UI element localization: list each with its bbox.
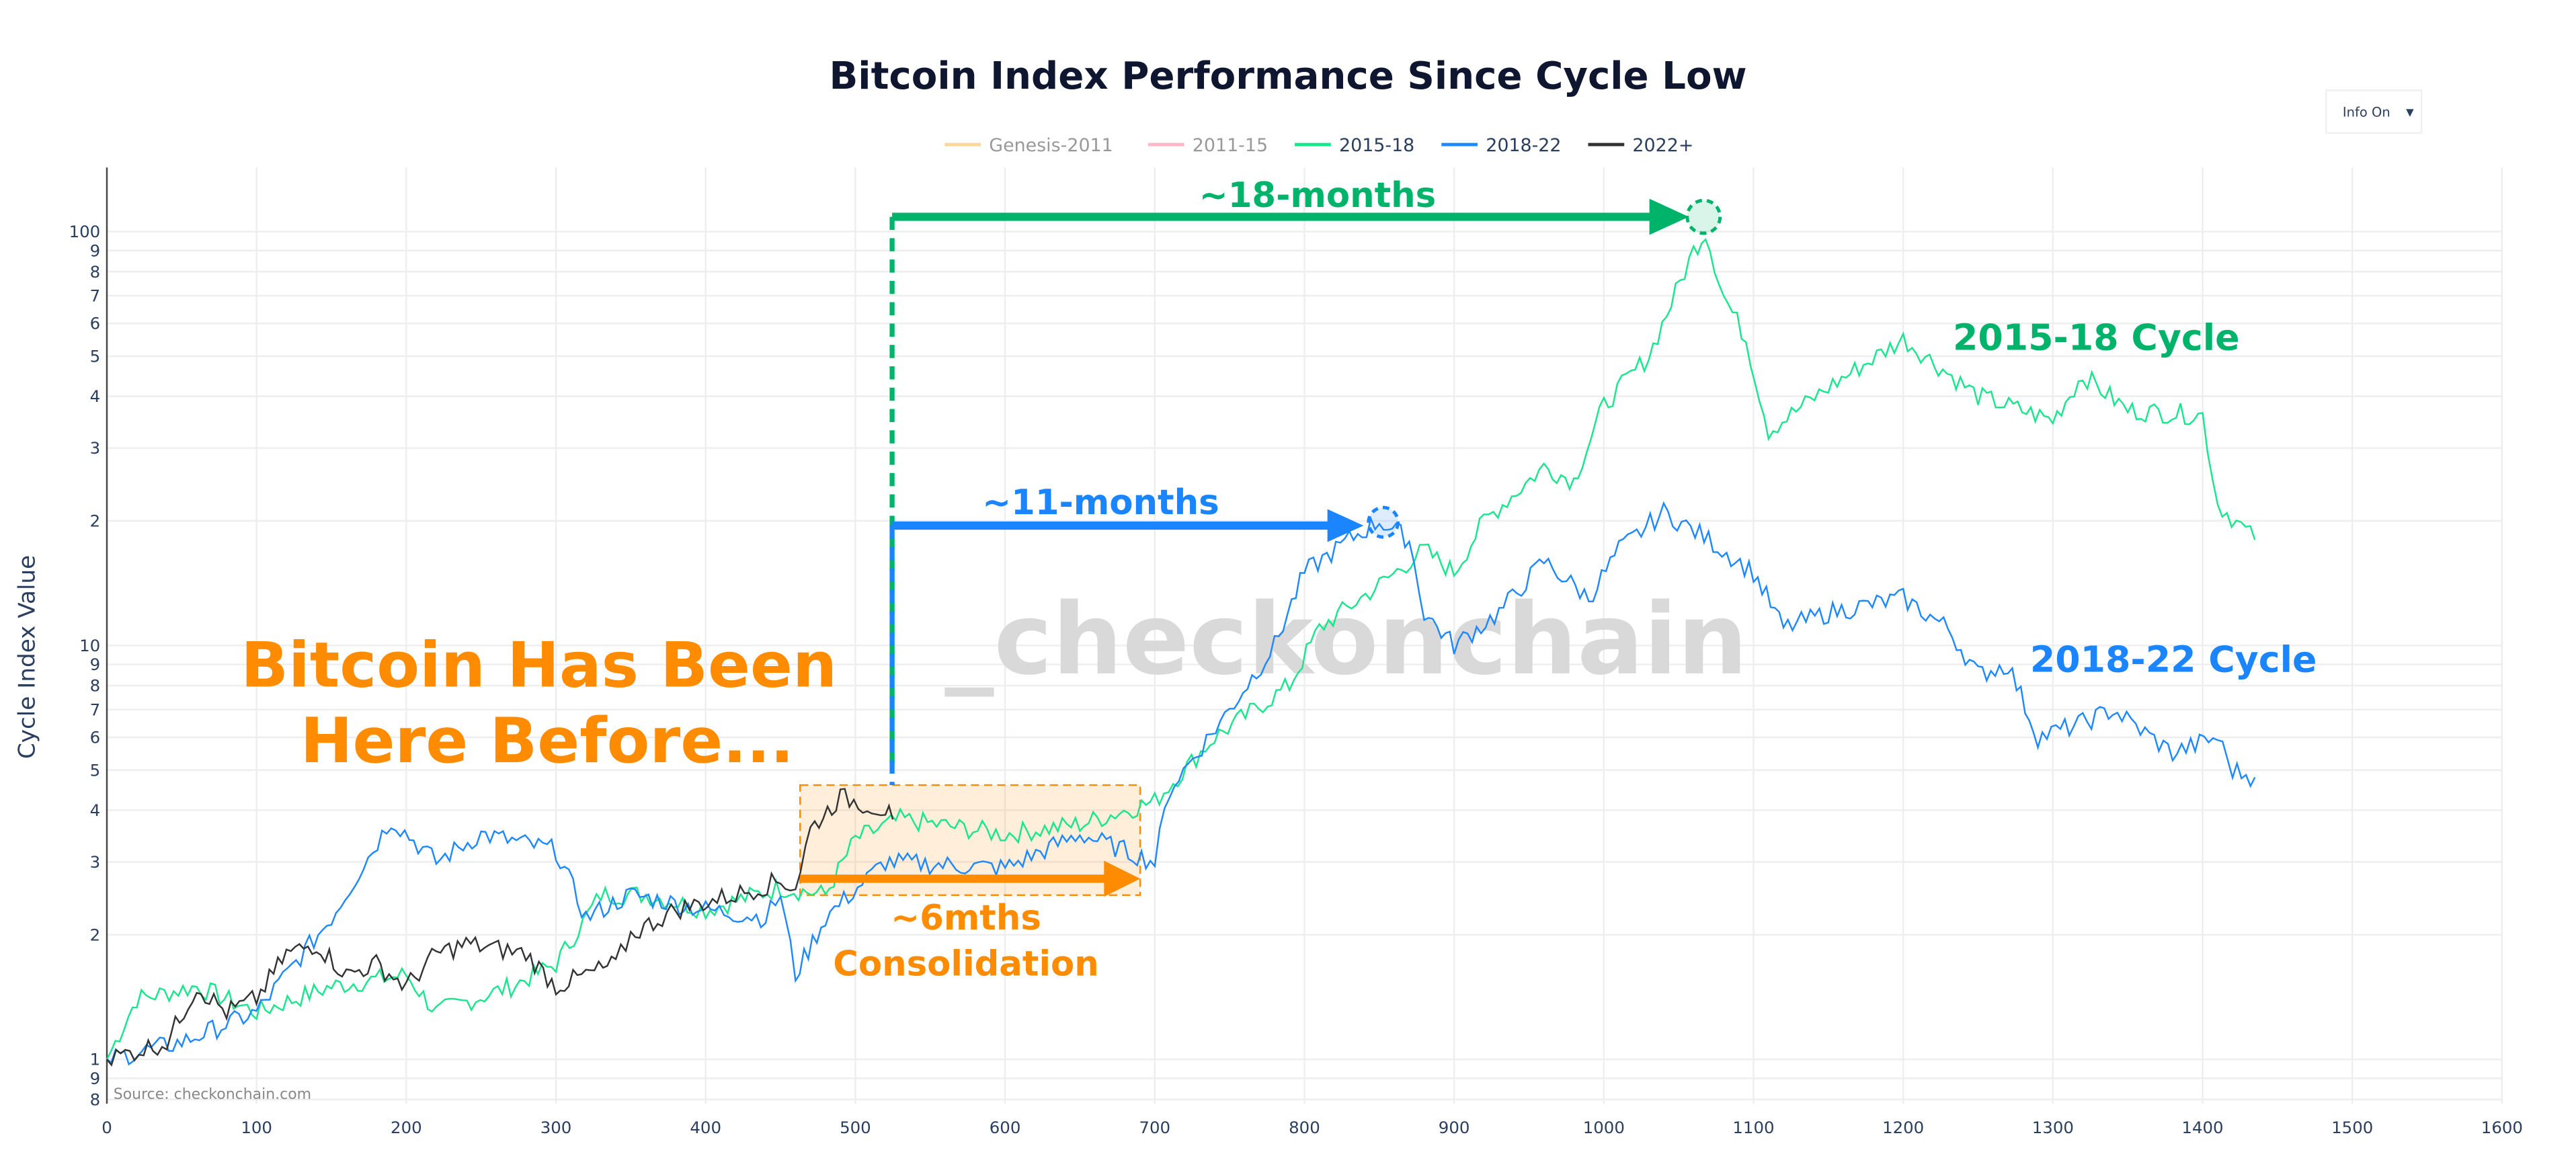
x-tick-label: 1400 (2181, 1118, 2223, 1137)
x-tick-label: 900 (1439, 1118, 1470, 1137)
x-tick-label: 1000 (1583, 1118, 1625, 1137)
legend-item-c2018[interactable]: 2018-22 (1441, 135, 1562, 156)
x-tick-label: 1100 (1732, 1118, 1774, 1137)
legend-item-c2015[interactable]: 2015-18 (1295, 135, 1414, 156)
series-line-c2018 (106, 501, 2256, 1066)
legend-label: 2018-22 (1486, 135, 1561, 156)
headline-line-2: Here Before... (300, 704, 794, 777)
y-tick-label: 3 (90, 852, 101, 872)
info-dropdown-label: Info On (2343, 105, 2390, 120)
label-2015-cycle: 2015-18 Cycle (1953, 317, 2240, 359)
y-tick-label: 2 (90, 511, 101, 531)
x-tick-label: 700 (1139, 1118, 1170, 1137)
peak-marker (1367, 505, 1400, 539)
series-lines (106, 238, 2256, 1067)
green-arrow-label: ~18-months (1199, 175, 1436, 216)
blue-arrow-label: ~11-months (982, 483, 1219, 523)
series-line-c2015 (106, 238, 2256, 1060)
x-tick-label: 600 (990, 1118, 1021, 1137)
y-tick-label: 10 (79, 636, 100, 655)
x-tick-label: 1300 (2032, 1118, 2074, 1137)
x-tick-label: 0 (102, 1118, 112, 1137)
x-tick-label: 1600 (2481, 1118, 2523, 1137)
series-line-c2022 (106, 788, 894, 1067)
legend: Genesis-2011 2011-15 2015-18 2018-22 2022+ (944, 135, 1693, 156)
y-tick-label: 8 (90, 1089, 101, 1109)
legend-item-c2022[interactable]: 2022+ (1588, 135, 1693, 156)
grid (106, 167, 2503, 1104)
x-tick-label: 500 (840, 1118, 871, 1137)
x-tick-label: 200 (391, 1118, 422, 1137)
y-tick-label: 7 (90, 700, 101, 719)
legend-label: Genesis-2011 (989, 135, 1113, 156)
legend-label: 2011-15 (1193, 135, 1268, 156)
y-tick-label: 6 (90, 314, 101, 333)
green-annotation: ~18-months (889, 175, 1722, 772)
y-tick-label: 5 (90, 346, 101, 366)
source-text: Source: checkonchain.com (114, 1086, 311, 1103)
chart-title: Bitcoin Index Performance Since Cycle Lo… (829, 54, 1746, 98)
y-axis-label: Cycle Index Value (13, 555, 40, 759)
arrow-head-icon (1327, 509, 1364, 542)
info-dropdown[interactable]: Info On ▼ (2325, 89, 2423, 134)
headline-line-1: Bitcoin Has Been (241, 628, 837, 701)
x-axis-ticks: 0 100 200 300 400 500 600 700 800 900 1000 1100 1200… (102, 1118, 2523, 1137)
orange-annotation: ~6mths Consolidation (800, 860, 1141, 985)
x-tick-label: 1500 (2331, 1118, 2373, 1137)
y-tick-label: 9 (90, 241, 101, 260)
chevron-down-icon: ▼ (2403, 106, 2416, 120)
x-tick-label: 100 (241, 1118, 272, 1137)
orange-label-1: ~6mths (891, 898, 1041, 938)
legend-item-c2011[interactable]: 2011-15 (1148, 135, 1268, 156)
y-tick-label: 5 (90, 760, 101, 780)
arrow-head-icon (1104, 860, 1141, 897)
label-2018-cycle: 2018-22 Cycle (2030, 638, 2317, 680)
y-tick-label: 8 (90, 262, 101, 282)
y-tick-label: 1 (90, 1050, 101, 1069)
y-tick-label: 8 (90, 676, 101, 696)
legend-label: 2015-18 (1339, 135, 1414, 156)
legend-item-genesis[interactable]: Genesis-2011 (944, 135, 1113, 156)
legend-label: 2022+ (1632, 135, 1693, 156)
orange-label-2: Consolidation (833, 944, 1099, 985)
y-tick-label: 4 (90, 800, 101, 820)
y-tick-label: 9 (90, 655, 101, 674)
y-tick-label: 6 (90, 728, 101, 747)
x-tick-label: 800 (1289, 1118, 1320, 1137)
watermark: _checkonchain (944, 582, 1747, 697)
y-tick-label: 7 (90, 286, 101, 306)
y-tick-label: 9 (90, 1069, 101, 1088)
x-tick-label: 300 (540, 1118, 572, 1137)
y-tick-label: 4 (90, 386, 101, 406)
y-tick-label: 3 (90, 438, 101, 458)
arrow-head-icon (1649, 198, 1689, 235)
x-tick-label: 400 (690, 1118, 721, 1137)
peak-marker (1685, 198, 1722, 235)
y-tick-label: 2 (90, 925, 101, 944)
y-tick-label: 100 (69, 222, 101, 241)
x-tick-label: 1200 (1882, 1118, 1924, 1137)
blue-annotation: ~11-months (889, 483, 1400, 786)
